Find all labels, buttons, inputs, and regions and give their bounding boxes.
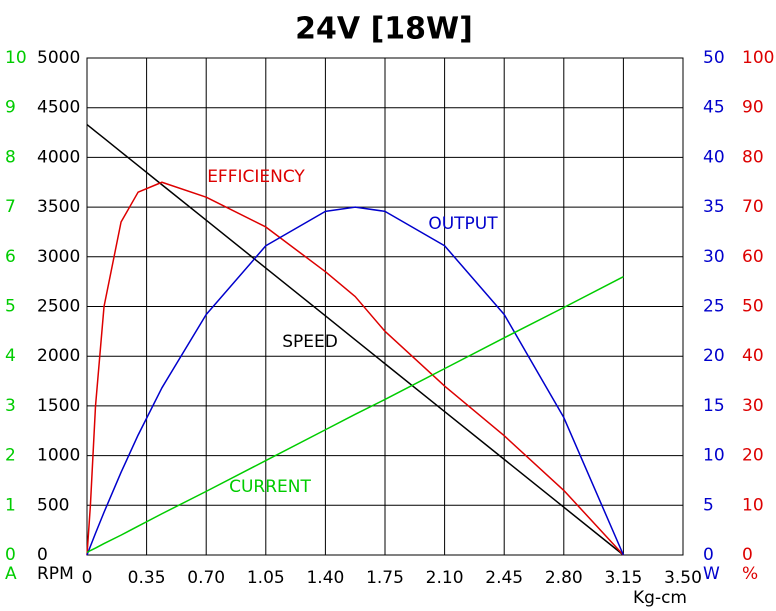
y-tick-label: 1000: [37, 446, 80, 466]
y-tick-label: 10: [703, 446, 725, 466]
y-tick-label: 50: [742, 297, 764, 317]
series-line: [86, 276, 624, 554]
y-tick-label: 2: [5, 446, 16, 466]
y-tick-label: 5: [5, 297, 16, 317]
plot-frame: [86, 57, 684, 556]
y-tick-label: 3000: [37, 247, 80, 267]
y-tick-label: 4000: [37, 147, 80, 167]
y-tick-label: 0: [742, 545, 753, 565]
y-tick-label: 50: [703, 48, 725, 68]
series-line: [86, 124, 624, 556]
x-tick-label: 1.40: [306, 568, 344, 588]
y-tick-label: 3500: [37, 197, 80, 217]
y-tick-label: 3: [5, 396, 16, 416]
y-tick-label: 5: [703, 495, 714, 515]
y-tick-label: 4500: [37, 98, 80, 118]
y-tick-label: 100: [742, 48, 774, 68]
axis-unit-label: %: [742, 564, 758, 584]
y-tick-label: 0: [37, 545, 48, 565]
x-tick-label: 0.70: [187, 568, 225, 588]
y-tick-label: 90: [742, 98, 764, 118]
y-tick-label: 20: [703, 346, 725, 366]
chart-title: 24V [18W]: [295, 12, 473, 47]
y-tick-label: 5000: [37, 48, 80, 68]
y-tick-label: 10: [742, 495, 764, 515]
y-tick-label: 40: [703, 147, 725, 167]
y-tick-label: 500: [37, 495, 69, 515]
y-tick-label: 30: [742, 396, 764, 416]
x-tick-label: 1.75: [366, 568, 404, 588]
series-label: SPEED: [282, 332, 338, 352]
y-tick-label: 9: [5, 98, 16, 118]
y-tick-label: 1500: [37, 396, 80, 416]
axis-unit-label: W: [703, 564, 720, 584]
series-line: [86, 181, 624, 556]
y-tick-label: 6: [5, 247, 16, 267]
y-tick-label: 1: [5, 495, 16, 515]
x-tick-label: 1.05: [247, 568, 285, 588]
x-tick-label: 0: [82, 568, 93, 588]
y-tick-label: 20: [742, 446, 764, 466]
series-line: [86, 206, 625, 556]
x-tick-label: 2.80: [545, 568, 583, 588]
x-tick-label: 3.15: [604, 568, 642, 588]
y-tick-label: 60: [742, 247, 764, 267]
axis-unit-label: RPM: [37, 564, 74, 584]
y-tick-label: 80: [742, 147, 764, 167]
y-tick-label: 0: [5, 545, 16, 565]
x-tick-label: 2.45: [485, 568, 523, 588]
y-tick-label: 8: [5, 147, 16, 167]
y-tick-label: 45: [703, 98, 725, 118]
series-label: EFFICIENCY: [207, 167, 305, 187]
x-tick-label: 2.10: [426, 568, 464, 588]
y-tick-label: 70: [742, 197, 764, 217]
series-label: CURRENT: [229, 477, 311, 497]
y-tick-label: 2000: [37, 346, 80, 366]
y-tick-label: 2500: [37, 297, 80, 317]
y-tick-label: 0: [703, 545, 714, 565]
axis-unit-label: A: [5, 564, 17, 584]
y-tick-label: 40: [742, 346, 764, 366]
y-tick-label: 4: [5, 346, 16, 366]
x-tick-label: 3.50: [664, 568, 702, 588]
x-axis-label: Kg-cm: [633, 588, 687, 608]
series-label: OUTPUT: [428, 214, 498, 234]
y-tick-label: 7: [5, 197, 16, 217]
y-tick-label: 15: [703, 396, 725, 416]
y-tick-label: 10: [5, 48, 27, 68]
y-tick-label: 25: [703, 297, 725, 317]
y-tick-label: 30: [703, 247, 725, 267]
x-tick-label: 0.35: [128, 568, 166, 588]
y-tick-label: 35: [703, 197, 725, 217]
